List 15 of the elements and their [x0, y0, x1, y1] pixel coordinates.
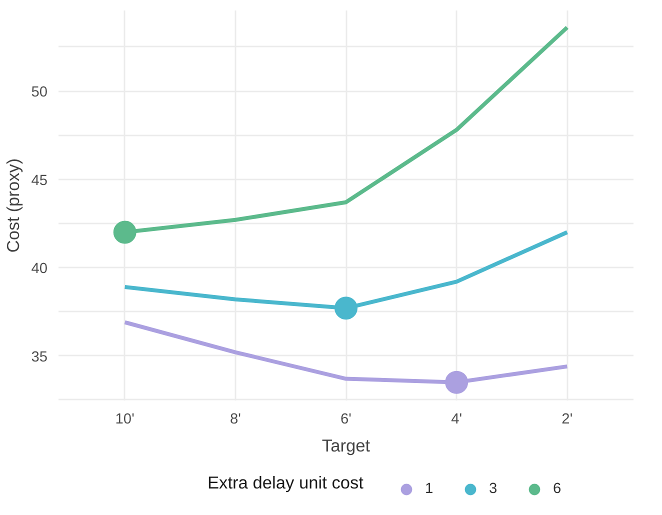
legend-title: Extra delay unit cost: [207, 472, 364, 492]
x-axis-title: Target: [322, 436, 370, 456]
y-tick-label: 40: [31, 261, 48, 278]
legend-label: 1: [425, 481, 434, 497]
x-tick-label: 8': [230, 412, 242, 428]
x-tick-label: 10': [115, 412, 135, 428]
y-axis-title: Cost (proxy): [3, 158, 24, 253]
x-tick-label: 6': [340, 412, 352, 428]
x-tick-label: 2': [562, 412, 573, 428]
legend-label: 3: [489, 481, 498, 497]
y-tick-label: 50: [31, 84, 48, 101]
y-tick-label: 45: [31, 172, 48, 189]
x-tick-label: 4': [451, 412, 462, 428]
y-tick-label: 35: [31, 349, 48, 366]
legend-label: 6: [553, 481, 562, 497]
